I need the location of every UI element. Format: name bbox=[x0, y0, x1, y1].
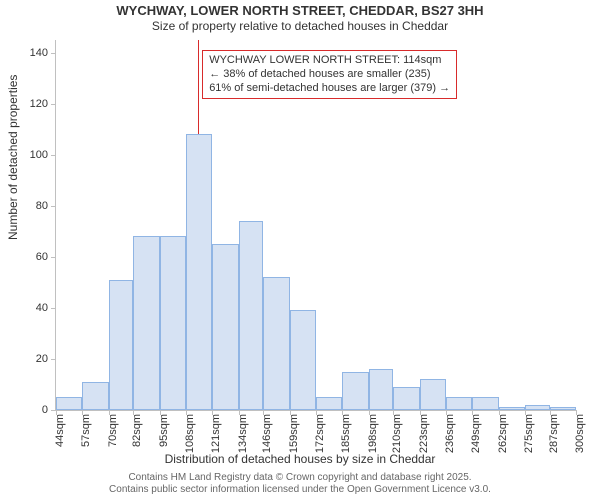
histogram-bar bbox=[109, 280, 133, 410]
x-tick-label: 82sqm bbox=[131, 414, 143, 447]
x-tick-label: 134sqm bbox=[237, 414, 249, 453]
annotation-line-1: WYCHWAY LOWER NORTH STREET: 114sqm bbox=[209, 54, 450, 68]
attribution-line-1: Contains HM Land Registry data © Crown c… bbox=[128, 472, 471, 483]
x-tick-label: 223sqm bbox=[418, 414, 430, 453]
x-tick-label: 57sqm bbox=[80, 414, 92, 447]
y-tick-label: 20 bbox=[36, 353, 48, 365]
y-tick-label: 100 bbox=[30, 149, 48, 161]
histogram-bar bbox=[82, 382, 108, 410]
y-tick bbox=[51, 53, 56, 54]
x-tick-label: 262sqm bbox=[497, 414, 509, 453]
x-tick-label: 236sqm bbox=[444, 414, 456, 453]
chart-title: WYCHWAY, LOWER NORTH STREET, CHEDDAR, BS… bbox=[0, 4, 600, 19]
x-tick-label: 70sqm bbox=[107, 414, 119, 447]
y-tick bbox=[51, 155, 56, 156]
x-tick-label: 44sqm bbox=[54, 414, 66, 447]
x-tick-label: 198sqm bbox=[367, 414, 379, 453]
x-tick-label: 108sqm bbox=[184, 414, 196, 453]
x-tick-label: 95sqm bbox=[158, 414, 170, 447]
histogram-bar bbox=[263, 277, 289, 410]
x-tick-label: 121sqm bbox=[210, 414, 222, 453]
histogram-bar bbox=[186, 134, 212, 410]
histogram-bar bbox=[316, 397, 342, 410]
chart-container: { "title": "WYCHWAY, LOWER NORTH STREET,… bbox=[0, 0, 600, 500]
y-tick-label: 60 bbox=[36, 251, 48, 263]
y-tick-label: 120 bbox=[30, 98, 48, 110]
x-tick-label: 275sqm bbox=[523, 414, 535, 453]
histogram-bar bbox=[239, 221, 263, 410]
y-tick-label: 0 bbox=[42, 404, 48, 416]
x-tick-label: 146sqm bbox=[261, 414, 273, 453]
x-tick-label: 210sqm bbox=[391, 414, 403, 453]
y-tick bbox=[51, 308, 56, 309]
histogram-bar bbox=[420, 379, 446, 410]
histogram-bar bbox=[446, 397, 472, 410]
histogram-bar bbox=[133, 236, 159, 410]
histogram-bar bbox=[550, 407, 576, 410]
annotation-box: WYCHWAY LOWER NORTH STREET: 114sqm ← 38%… bbox=[202, 50, 457, 99]
x-tick-label: 185sqm bbox=[340, 414, 352, 453]
y-tick bbox=[51, 257, 56, 258]
histogram-bar bbox=[499, 407, 525, 410]
attribution-line-2: Contains public sector information licen… bbox=[109, 484, 491, 495]
x-tick-label: 249sqm bbox=[470, 414, 482, 453]
y-tick-label: 80 bbox=[36, 200, 48, 212]
x-axis-label: Distribution of detached houses by size … bbox=[0, 452, 600, 466]
annotation-line-2: ← 38% of detached houses are smaller (23… bbox=[209, 68, 450, 82]
histogram-bar bbox=[342, 372, 368, 410]
chart-subtitle: Size of property relative to detached ho… bbox=[0, 20, 600, 34]
plot-area: WYCHWAY LOWER NORTH STREET: 114sqm ← 38%… bbox=[55, 40, 576, 411]
histogram-bar bbox=[393, 387, 419, 410]
y-tick bbox=[51, 359, 56, 360]
histogram-bar bbox=[369, 369, 393, 410]
y-axis-label: Number of detached properties bbox=[6, 75, 20, 240]
y-tick-label: 140 bbox=[30, 47, 48, 59]
attribution-text: Contains HM Land Registry data © Crown c… bbox=[0, 472, 600, 496]
histogram-bar bbox=[160, 236, 186, 410]
y-tick bbox=[51, 206, 56, 207]
y-tick bbox=[51, 104, 56, 105]
x-tick-label: 300sqm bbox=[574, 414, 586, 453]
x-tick-label: 287sqm bbox=[548, 414, 560, 453]
x-tick-label: 159sqm bbox=[288, 414, 300, 453]
x-tick-label: 172sqm bbox=[314, 414, 326, 453]
annotation-line-3: 61% of semi-detached houses are larger (… bbox=[209, 82, 450, 96]
histogram-bar bbox=[472, 397, 498, 410]
histogram-bar bbox=[56, 397, 82, 410]
histogram-bar bbox=[290, 310, 316, 410]
histogram-bar bbox=[525, 405, 549, 410]
y-tick-label: 40 bbox=[36, 302, 48, 314]
histogram-bar bbox=[212, 244, 238, 410]
